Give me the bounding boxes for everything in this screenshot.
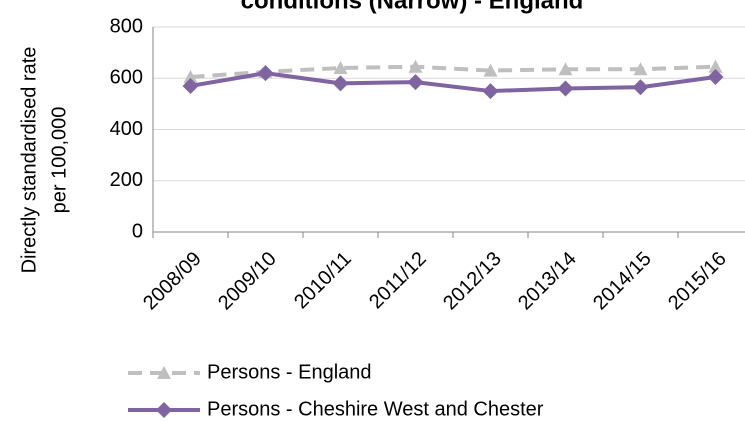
- chart-title: conditions (Narrow) - England: [241, 0, 584, 14]
- y-tick-label: 0: [132, 220, 143, 242]
- legend-label: Persons - Cheshire West and Chester: [207, 398, 544, 420]
- point: [632, 79, 649, 96]
- line-series: [190, 71, 716, 94]
- x-tick-label: 2012/13: [439, 248, 506, 315]
- y-axis-label: Directly standardised rate: [18, 47, 40, 274]
- x-tick-label: 2014/15: [589, 248, 656, 315]
- legend-label: Persons - England: [207, 361, 372, 383]
- y-tick-label: 600: [110, 67, 143, 89]
- point: [333, 61, 348, 74]
- legend-marker: [157, 366, 171, 379]
- point: [708, 59, 723, 73]
- point: [558, 62, 573, 76]
- legend-marker: [156, 402, 172, 418]
- point: [483, 63, 498, 77]
- y-axis-label: per 100,000: [48, 107, 70, 214]
- y-tick-label: 800: [110, 15, 143, 37]
- point: [257, 65, 274, 82]
- y-tick-label: 200: [110, 169, 143, 191]
- x-tick-label: 2015/16: [664, 248, 731, 315]
- point: [183, 69, 198, 83]
- point: [707, 68, 724, 85]
- point: [408, 59, 423, 73]
- x-tick-label: 2008/09: [139, 248, 206, 315]
- x-tick-label: 2010/11: [290, 248, 356, 314]
- y-tick-label: 400: [110, 118, 143, 140]
- point: [407, 74, 424, 91]
- point: [557, 80, 574, 97]
- point: [633, 62, 648, 76]
- x-tick-label: 2011/12: [365, 248, 431, 314]
- point: [332, 75, 349, 92]
- x-tick-label: 2009/10: [214, 248, 281, 315]
- point: [182, 77, 199, 94]
- x-tick-label: 2013/14: [514, 248, 581, 315]
- point: [482, 83, 499, 100]
